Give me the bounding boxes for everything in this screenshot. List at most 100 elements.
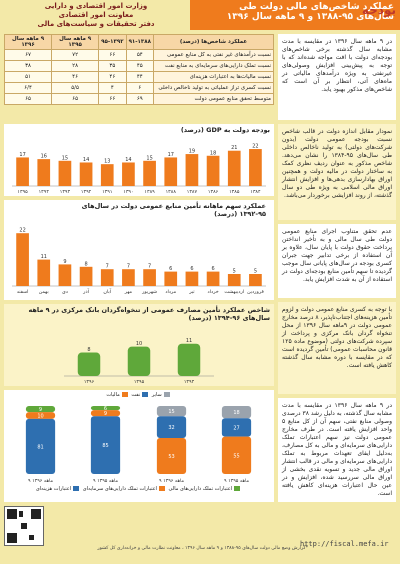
bar (164, 157, 178, 186)
cell: ۶۹ (125, 93, 155, 105)
bar (37, 259, 51, 286)
data-label: 10 (37, 414, 43, 420)
bar (37, 159, 51, 186)
footer-url[interactable]: http://fiscal.mefa.ir (300, 540, 389, 548)
data-label: 53 (168, 454, 174, 460)
data-label: 22 (252, 144, 258, 150)
bar (143, 160, 156, 186)
data-label: 19 (189, 149, 195, 155)
table-row: نسبت تملک دارایی‌های سرمایه‌ای به منابع … (3, 60, 274, 72)
chart-monthly-title: عملکرد سهم ماهانه تأمین منابع عمومی دولت… (81, 202, 266, 218)
tick-label: آذر (82, 288, 89, 295)
cell: ۴ (98, 82, 127, 94)
data-label: 11 (186, 338, 192, 344)
table-row: نسبت کسری تراز عملیاتی به تولید ناخالص د… (3, 82, 274, 94)
chart-monthly: 5 فروردین 5 اردیبهشت 6 خرداد 6 تیر 6 مرداد 7 شهریور… (12, 228, 266, 295)
chart-resources: 18 27 55 ۹ ماهه ۱۳۹۵ 15 32 53 ۹ ماهه ۱۳۹۶ (156, 406, 252, 484)
footer-source: *گزارش وضع مالی دولت سال‌های ۹۵-۱۳۸۸ و ۹… (97, 546, 308, 551)
tick-label: فروردین (247, 290, 264, 295)
note-5: در ۹ ماهه سال ۱۳۹۶ در مقایسه با مدت مشاب… (278, 398, 396, 502)
bar (79, 266, 93, 286)
legend-label: اعتبارات تملک دارایی‌های سرمایه‌ای (82, 486, 157, 492)
chart-central-bank-title: شاخص عملکرد تأمین مصارف عمومی از تنخواه‌… (28, 306, 270, 322)
qr-code[interactable] (4, 506, 44, 546)
cell: ۴۴ (125, 71, 155, 83)
row-label: نسبت کسری تراز عملیاتی به تولید ناخالص د… (153, 82, 274, 94)
data-label: 18 (210, 150, 216, 156)
ministry-line2: معاونت امور اقتصادی (58, 11, 134, 19)
bar (122, 269, 135, 286)
stack-segment (25, 406, 56, 413)
table-row: نسبت مالیات‌ها به اعتبارات هزینه‌ای ۴۴ ۴… (3, 71, 274, 83)
cell: ۶/۴ (3, 82, 53, 94)
bar (177, 343, 201, 376)
data-label: 6 (211, 266, 214, 272)
bar (185, 271, 199, 286)
table-row: نسبت درآمدهای غیر نفتی به کل منابع عمومی… (3, 49, 274, 61)
data-label: 6 (169, 266, 172, 272)
legend-label: اعتبارات هزینه‌ای (35, 486, 72, 492)
stack-segment (221, 418, 252, 437)
ministry-block: وزارت امور اقتصادی و دارایی معاونت امور … (6, 2, 186, 29)
chart-gdp: 22 ۱۳۸۴ 21 ۱۳۸۵ 18 ۱۳۸۶ 19 ۱۳۸۷ 17 ۱۳۸۸ 15 ۱۳۸۹ 14 ۱۳… (12, 144, 266, 195)
tick-label: ۱۳۹۰ (123, 189, 133, 195)
legend-label: مالیات (106, 392, 120, 398)
bar (100, 164, 114, 186)
tick-label: ۱۳۹۴ (39, 189, 50, 195)
data-label: 8 (87, 347, 90, 353)
row-label: نسبت مالیات‌ها به اعتبارات هزینه‌ای (153, 71, 274, 83)
bar (143, 269, 156, 286)
data-label: 22 (19, 228, 25, 234)
header: وزارت امور اقتصادی و دارایی معاونت امور … (0, 0, 400, 30)
bar (227, 150, 241, 186)
data-label: 13 (104, 159, 110, 165)
tick-label: ۱۳۸۶ (208, 189, 219, 195)
data-label: 27 (233, 425, 239, 431)
cell: ۶۷ (3, 49, 53, 61)
bar (77, 352, 101, 376)
page-subtitle: سال‌های ۹۵-۱۳۸۸ و ۹ ماهه سال ۱۳۹۶ (226, 12, 394, 22)
chart-gdp-title: بودجه دولت به GDP (درصد) (180, 126, 270, 134)
cell: ۵۱ (3, 71, 53, 83)
data-label: 8 (84, 261, 87, 267)
note-3: عدم تحقق متناوب اجرای منابع عمومی دولت ط… (278, 224, 396, 298)
cell: ۵/۵ (51, 82, 100, 94)
bar (185, 154, 199, 186)
stack-segment (221, 436, 252, 474)
data-label: 9 (63, 259, 66, 265)
tick-label: ۹ ماهه ۱۳۹۶ (28, 478, 54, 484)
data-label: 17 (19, 152, 25, 158)
bar (122, 162, 135, 186)
data-label: 85 (102, 443, 108, 449)
cell: ۵۴ (125, 49, 155, 61)
data-label: 15 (146, 155, 152, 161)
tick-label: تیر (188, 290, 195, 295)
data-label: 10 (136, 341, 142, 347)
cell: ۲۸ (51, 60, 100, 72)
data-label: 14 (83, 157, 89, 163)
data-label: 9 (39, 407, 42, 413)
tick-label: ۹ ماهه ۱۳۹۶ (159, 478, 185, 484)
bar (206, 155, 220, 186)
tick-label: دی (62, 290, 68, 295)
data-label: 21 (231, 145, 237, 151)
qr-module (19, 511, 23, 517)
data-label: 5 (233, 269, 236, 275)
tick-label: ۱۳۸۹ (144, 189, 155, 195)
tick-label: ۱۳۹۱ (102, 189, 112, 195)
tick-label: ۱۳۹۲ (81, 189, 92, 195)
qr-finder (31, 509, 41, 519)
tick-label: ۱۳۹۵ (134, 379, 145, 385)
bar (249, 149, 262, 186)
tick-label: مرداد (165, 289, 176, 295)
bar (58, 160, 72, 186)
legend-swatch (158, 486, 165, 491)
legend-expenditures: اعتبارات تملک دارایی‌های مالی اعتبارات ت… (4, 486, 274, 492)
col-header-4: ۹ ماهه سال ۱۳۹۶ (3, 34, 53, 50)
cell: ۳۵ (98, 60, 127, 72)
data-label: 18 (233, 410, 239, 416)
tick-label: ۱۳۸۸ (166, 189, 177, 195)
cell: ۷۲ (51, 49, 100, 61)
stack-segment (156, 416, 187, 438)
stack-segment (221, 406, 252, 419)
